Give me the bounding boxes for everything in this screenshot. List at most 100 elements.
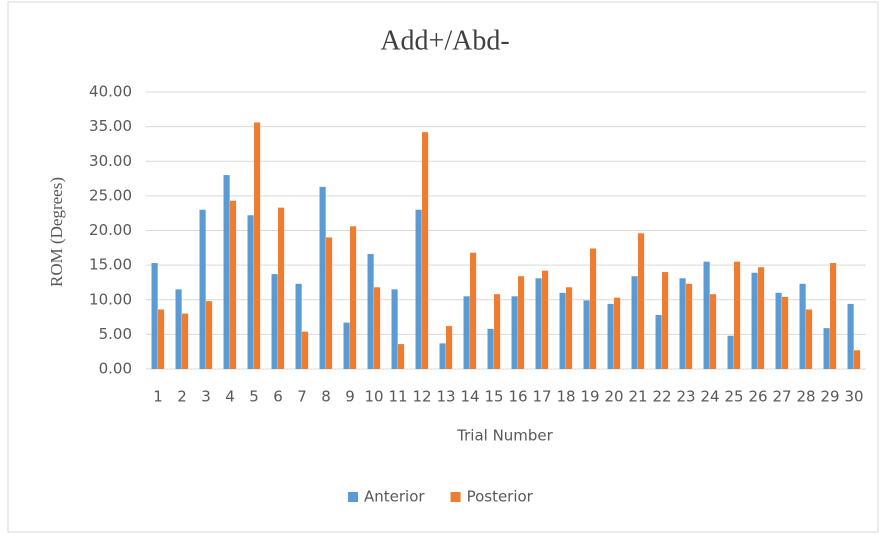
bar bbox=[566, 287, 573, 369]
bar bbox=[175, 289, 182, 369]
bar bbox=[494, 294, 501, 369]
bar bbox=[151, 263, 158, 369]
y-tick-label: 0.00 bbox=[99, 360, 132, 378]
bar bbox=[158, 309, 165, 369]
x-tick-label: 3 bbox=[201, 388, 211, 406]
x-tick-label: 28 bbox=[796, 388, 815, 406]
bar bbox=[374, 287, 381, 369]
x-tick-label: 29 bbox=[820, 388, 839, 406]
x-tick-label: 18 bbox=[556, 388, 575, 406]
bar bbox=[470, 252, 477, 369]
bar bbox=[782, 296, 789, 369]
bar bbox=[830, 263, 837, 369]
y-axis-label: ROM (Degrees) bbox=[47, 177, 66, 287]
bar bbox=[487, 328, 494, 369]
x-tick-label: 20 bbox=[604, 388, 623, 406]
bar bbox=[439, 343, 446, 369]
bar bbox=[271, 274, 278, 369]
x-tick-label: 21 bbox=[628, 388, 647, 406]
bar bbox=[583, 300, 590, 369]
bar bbox=[446, 326, 453, 369]
bar bbox=[367, 254, 374, 369]
bar bbox=[518, 276, 525, 369]
bar bbox=[182, 313, 189, 369]
bar bbox=[614, 297, 621, 369]
bar bbox=[254, 122, 261, 369]
x-tick-label: 16 bbox=[508, 388, 527, 406]
bar bbox=[686, 283, 693, 369]
legend-swatch bbox=[450, 492, 461, 502]
bar bbox=[391, 289, 398, 369]
x-tick-label: 24 bbox=[700, 388, 719, 406]
bar bbox=[542, 270, 549, 369]
bar bbox=[854, 350, 861, 369]
bar bbox=[398, 344, 405, 369]
bar bbox=[535, 278, 542, 369]
x-tick-label: 14 bbox=[460, 388, 479, 406]
x-tick-label: 25 bbox=[724, 388, 743, 406]
bar bbox=[727, 335, 734, 369]
bar bbox=[223, 175, 230, 369]
bar bbox=[703, 261, 710, 369]
bar bbox=[631, 276, 638, 369]
bar bbox=[734, 261, 741, 369]
legend-label: Posterior bbox=[467, 488, 534, 506]
x-tick-label: 8 bbox=[321, 388, 331, 406]
x-tick-label: 30 bbox=[844, 388, 863, 406]
x-tick-label: 4 bbox=[225, 388, 235, 406]
y-tick-label: 15.00 bbox=[89, 256, 132, 274]
x-tick-label: 13 bbox=[436, 388, 455, 406]
x-tick-label: 1 bbox=[153, 388, 163, 406]
bar bbox=[758, 267, 765, 369]
x-tick-label: 27 bbox=[772, 388, 791, 406]
y-tick-label: 40.00 bbox=[89, 83, 132, 101]
x-tick-label: 17 bbox=[532, 388, 551, 406]
bar bbox=[638, 233, 645, 369]
bar bbox=[710, 294, 717, 369]
x-tick-label: 23 bbox=[676, 388, 695, 406]
chart-title: Add+/Abd- bbox=[380, 25, 509, 56]
x-tick-label: 19 bbox=[580, 388, 599, 406]
bar bbox=[247, 215, 254, 369]
bar bbox=[230, 200, 237, 369]
bar bbox=[607, 303, 614, 369]
bar bbox=[823, 328, 830, 369]
legend-label: Anterior bbox=[364, 488, 425, 506]
bar bbox=[655, 314, 662, 369]
x-tick-label: 2 bbox=[177, 388, 187, 406]
y-tick-label: 20.00 bbox=[89, 221, 132, 239]
bar bbox=[775, 292, 782, 369]
bar bbox=[199, 209, 206, 369]
y-tick-label: 25.00 bbox=[89, 186, 132, 204]
bar bbox=[751, 272, 758, 369]
y-tick-label: 5.00 bbox=[99, 325, 132, 343]
bar bbox=[422, 132, 429, 369]
legend-swatch bbox=[348, 492, 358, 502]
y-tick-label: 35.00 bbox=[89, 117, 132, 135]
bar bbox=[847, 303, 854, 369]
bar bbox=[511, 296, 518, 369]
bar bbox=[343, 322, 350, 369]
bar bbox=[278, 207, 285, 369]
bar bbox=[806, 309, 813, 369]
y-tick-label: 10.00 bbox=[89, 290, 132, 308]
x-tick-label: 22 bbox=[652, 388, 671, 406]
bar bbox=[302, 331, 309, 369]
x-tick-label: 5 bbox=[249, 388, 259, 406]
x-tick-label: 12 bbox=[412, 388, 431, 406]
x-tick-label: 11 bbox=[388, 388, 407, 406]
bar bbox=[662, 272, 669, 369]
bar bbox=[206, 301, 213, 369]
x-tick-label: 6 bbox=[273, 388, 283, 406]
x-tick-label: 15 bbox=[484, 388, 503, 406]
bar bbox=[295, 283, 302, 369]
chart-border bbox=[7, 1, 879, 533]
x-tick-label: 26 bbox=[748, 388, 767, 406]
x-tick-label: 9 bbox=[345, 388, 355, 406]
x-tick-label: 7 bbox=[297, 388, 307, 406]
bar bbox=[799, 283, 806, 369]
x-axis-label: Trial Number bbox=[456, 427, 554, 445]
x-tick-label: 10 bbox=[364, 388, 383, 406]
bar bbox=[679, 278, 686, 369]
y-tick-label: 30.00 bbox=[89, 152, 132, 170]
